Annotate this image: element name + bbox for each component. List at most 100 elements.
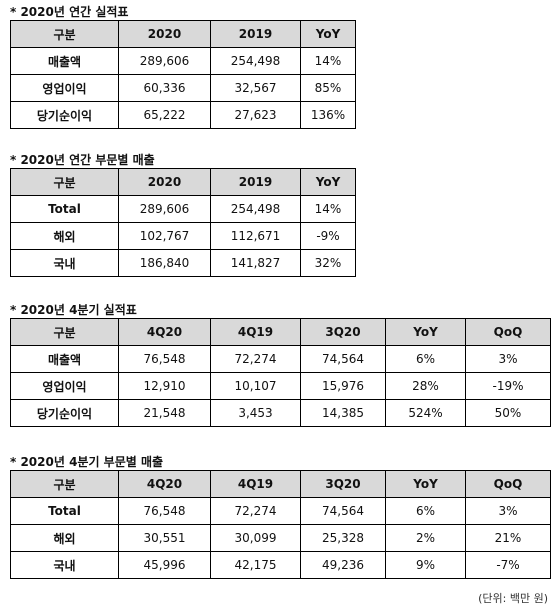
header-cell: 2019 bbox=[210, 20, 301, 48]
header-cell: YoY bbox=[385, 318, 466, 346]
table-cell: -9% bbox=[300, 222, 356, 250]
header-cell: 2020 bbox=[118, 20, 211, 48]
header-cell: 4Q19 bbox=[210, 470, 301, 498]
table-row: 영업이익 12,910 10,107 15,976 28% -19% bbox=[10, 372, 551, 400]
table-cell: 60,336 bbox=[118, 74, 211, 102]
table-row: 당기순이익 65,222 27,623 136% bbox=[10, 101, 356, 129]
table-cell: 28% bbox=[385, 372, 466, 400]
table-cell: 국내 bbox=[10, 551, 119, 579]
header-cell: QoQ bbox=[465, 470, 551, 498]
table-cell: 65,222 bbox=[118, 101, 211, 129]
table-cell: 3,453 bbox=[210, 399, 301, 427]
header-row: 구분 2020 2019 YoY bbox=[10, 168, 356, 196]
table-cell: 76,548 bbox=[118, 497, 211, 525]
table-cell: 12,910 bbox=[118, 372, 211, 400]
header-cell: 구분 bbox=[10, 168, 119, 196]
table-row: 매출액 76,548 72,274 74,564 6% 3% bbox=[10, 345, 551, 373]
header-cell: 4Q19 bbox=[210, 318, 301, 346]
table-row: 해외 102,767 112,671 -9% bbox=[10, 222, 356, 250]
table-row: 영업이익 60,336 32,567 85% bbox=[10, 74, 356, 102]
table-cell: 10,107 bbox=[210, 372, 301, 400]
table-cell: 72,274 bbox=[210, 345, 301, 373]
header-cell: QoQ bbox=[465, 318, 551, 346]
header-cell: 구분 bbox=[10, 318, 119, 346]
table-cell: Total bbox=[10, 497, 119, 525]
table-cell: 42,175 bbox=[210, 551, 301, 579]
table-cell: 102,767 bbox=[118, 222, 211, 250]
table-cell: 76,548 bbox=[118, 345, 211, 373]
table-cell: 45,996 bbox=[118, 551, 211, 579]
table-cell: 21% bbox=[465, 524, 551, 552]
table-cell: 6% bbox=[385, 345, 466, 373]
table-row: Total 289,606 254,498 14% bbox=[10, 195, 356, 223]
header-row: 구분 2020 2019 YoY bbox=[10, 20, 356, 48]
table-cell: 72,274 bbox=[210, 497, 301, 525]
table-cell: 289,606 bbox=[118, 195, 211, 223]
table-cell: 30,099 bbox=[210, 524, 301, 552]
table-cell: 136% bbox=[300, 101, 356, 129]
table-cell: 30,551 bbox=[118, 524, 211, 552]
table-row: 국내 45,996 42,175 49,236 9% -7% bbox=[10, 551, 551, 579]
table-cell: 50% bbox=[465, 399, 551, 427]
table-cell: 254,498 bbox=[210, 195, 301, 223]
header-cell: 구분 bbox=[10, 470, 119, 498]
table-cell: 141,827 bbox=[210, 249, 301, 277]
table-cell: 6% bbox=[385, 497, 466, 525]
table-cell: 14% bbox=[300, 195, 356, 223]
table-cell: 74,564 bbox=[300, 345, 386, 373]
header-row: 구분 4Q20 4Q19 3Q20 YoY QoQ bbox=[10, 318, 551, 346]
table-cell: 영업이익 bbox=[10, 372, 119, 400]
header-cell: 2020 bbox=[118, 168, 211, 196]
table-cell: 27,623 bbox=[210, 101, 301, 129]
table-cell: 당기순이익 bbox=[10, 101, 119, 129]
table-cell: 21,548 bbox=[118, 399, 211, 427]
table-cell: 186,840 bbox=[118, 249, 211, 277]
header-cell: 4Q20 bbox=[118, 470, 211, 498]
table-cell: Total bbox=[10, 195, 119, 223]
table-cell: 3% bbox=[465, 497, 551, 525]
table-cell: 해외 bbox=[10, 222, 119, 250]
header-cell: 3Q20 bbox=[300, 470, 386, 498]
table-cell: 74,564 bbox=[300, 497, 386, 525]
table-cell: -19% bbox=[465, 372, 551, 400]
header-cell: 3Q20 bbox=[300, 318, 386, 346]
section-title: * 2020년 4분기 부문별 매출 bbox=[10, 455, 164, 469]
header-cell: 2019 bbox=[210, 168, 301, 196]
table-cell: 49,236 bbox=[300, 551, 386, 579]
header-cell: YoY bbox=[300, 20, 356, 48]
section-title: * 2020년 연간 부문별 매출 bbox=[10, 153, 155, 167]
table-cell: 2% bbox=[385, 524, 466, 552]
header-cell: 4Q20 bbox=[118, 318, 211, 346]
table-cell: 3% bbox=[465, 345, 551, 373]
table-cell: 85% bbox=[300, 74, 356, 102]
table-cell: 32% bbox=[300, 249, 356, 277]
table-row: Total 76,548 72,274 74,564 6% 3% bbox=[10, 497, 551, 525]
table-cell: 매출액 bbox=[10, 345, 119, 373]
table-cell: 289,606 bbox=[118, 47, 211, 75]
section-title: * 2020년 연간 실적표 bbox=[10, 5, 129, 19]
table-cell: -7% bbox=[465, 551, 551, 579]
table-row: 해외 30,551 30,099 25,328 2% 21% bbox=[10, 524, 551, 552]
data-table: 구분 4Q20 4Q19 3Q20 YoY QoQ 매출액 76,548 72,274 74,56… bbox=[10, 318, 551, 427]
table-cell: 영업이익 bbox=[10, 74, 119, 102]
table-cell: 524% bbox=[385, 399, 466, 427]
table-cell: 14% bbox=[300, 47, 356, 75]
table-cell: 국내 bbox=[10, 249, 119, 277]
table-cell: 당기순이익 bbox=[10, 399, 119, 427]
section-title: * 2020년 4분기 실적표 bbox=[10, 303, 137, 317]
data-table: 구분 2020 2019 YoY 매출액 289,606 254,498 14% 영업이익 60,… bbox=[10, 20, 356, 129]
header-cell: 구분 bbox=[10, 20, 119, 48]
table-cell: 해외 bbox=[10, 524, 119, 552]
data-table: 구분 4Q20 4Q19 3Q20 YoY QoQ Total 76,548 72,274 74,… bbox=[10, 470, 551, 579]
table-cell: 25,328 bbox=[300, 524, 386, 552]
header-cell: YoY bbox=[385, 470, 466, 498]
table-row: 매출액 289,606 254,498 14% bbox=[10, 47, 356, 75]
table-cell: 매출액 bbox=[10, 47, 119, 75]
header-cell: YoY bbox=[300, 168, 356, 196]
table-cell: 9% bbox=[385, 551, 466, 579]
data-table: 구분 2020 2019 YoY Total 289,606 254,498 14% 해외 102… bbox=[10, 168, 356, 277]
table-cell: 14,385 bbox=[300, 399, 386, 427]
table-cell: 32,567 bbox=[210, 74, 301, 102]
unit-note: (단위: 백만 원) bbox=[478, 592, 548, 605]
